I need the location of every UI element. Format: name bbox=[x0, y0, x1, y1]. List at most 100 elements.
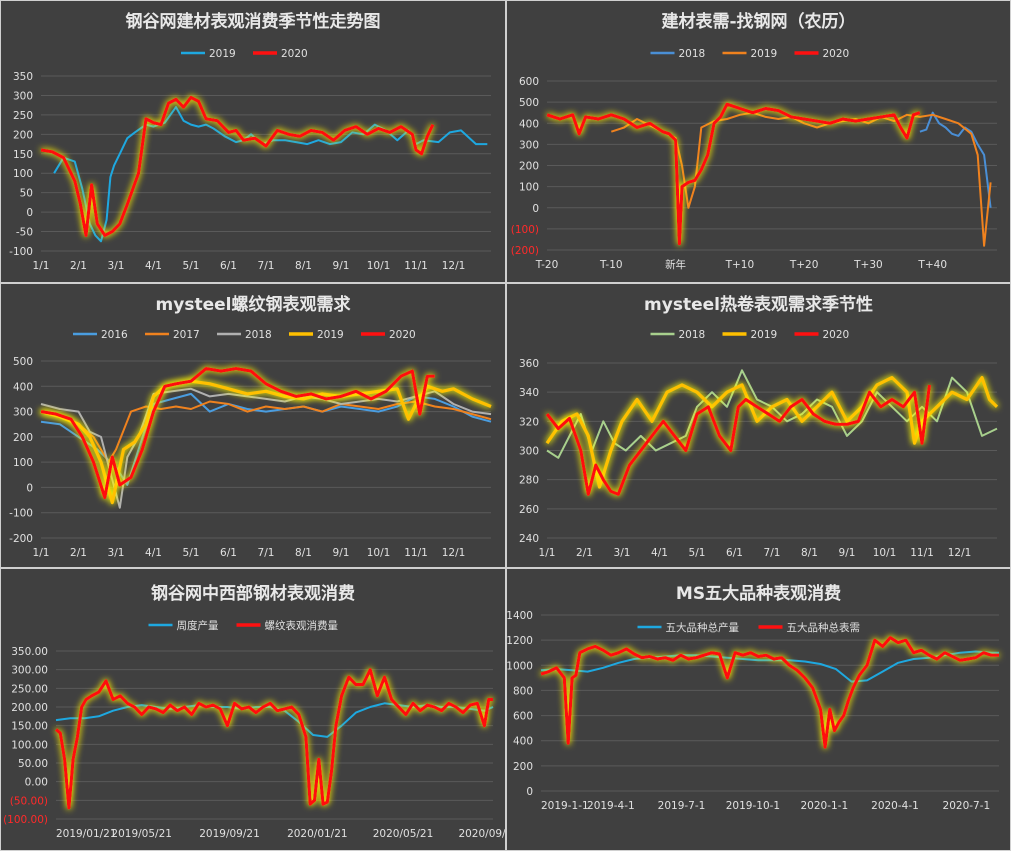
legend-item-2: 2020 bbox=[794, 329, 850, 341]
legend-item-0: 五大品种总产量 bbox=[637, 621, 740, 634]
x-tick-label: 2019-10-1 bbox=[726, 800, 780, 812]
y-tick-label: 200 bbox=[513, 761, 533, 773]
series-line-1 bbox=[40, 95, 435, 237]
chart-panel-zhaogang-lunar: 建材表需-找钢网（农历） 2018 2019 2020 (200) (100) 0 100 20… bbox=[506, 0, 1011, 283]
legend-label: 2020 bbox=[281, 48, 308, 60]
x-tick-label: 12/1 bbox=[442, 547, 466, 559]
series-line-1 bbox=[54, 668, 493, 810]
x-tick-label: 6/1 bbox=[726, 547, 743, 559]
y-tick-label: 200 bbox=[13, 129, 33, 141]
x-tick-label: 4/1 bbox=[145, 260, 162, 272]
y-tick-label: 250.00 bbox=[11, 683, 48, 695]
legend-item-3: 2019 bbox=[289, 329, 344, 341]
legend-item-1: 五大品种总表需 bbox=[758, 621, 861, 634]
y-tick-label: 300 bbox=[13, 90, 33, 102]
y-tick-label: 250 bbox=[13, 110, 33, 122]
x-tick-label: 1/1 bbox=[33, 260, 50, 272]
x-tick-label: 2020-7-1 bbox=[943, 800, 991, 812]
x-tick-label: 4/1 bbox=[651, 547, 668, 559]
x-tick-label: 5/1 bbox=[689, 547, 706, 559]
legend-item-4: 2020 bbox=[361, 329, 416, 341]
y-tick-label: -200 bbox=[9, 533, 33, 545]
legend-label: 2019 bbox=[751, 329, 778, 341]
y-tick-label: 400 bbox=[519, 118, 539, 130]
x-tick-label: 2/1 bbox=[70, 547, 87, 559]
y-tick-label: 1400 bbox=[507, 610, 533, 622]
x-tick-label: 8/1 bbox=[295, 547, 312, 559]
chart-title: 建材表需-找钢网（农历） bbox=[661, 11, 855, 32]
chart-title: 钢谷网建材表观消费季节性走势图 bbox=[126, 11, 381, 32]
series-line-4 bbox=[40, 366, 435, 500]
x-tick-label: 10/1 bbox=[873, 547, 897, 559]
x-tick-label: 11/1 bbox=[404, 260, 428, 272]
legend-label: 2019 bbox=[209, 48, 236, 60]
x-tick-label: T-10 bbox=[599, 259, 623, 271]
y-tick-label: 0 bbox=[532, 203, 539, 215]
y-tick-label: 500 bbox=[519, 97, 539, 109]
chart-title: mysteel螺纹钢表观需求 bbox=[156, 294, 351, 315]
chart-title: mysteel热卷表观需求季节性 bbox=[644, 294, 873, 315]
y-tick-label: 0 bbox=[26, 207, 33, 219]
y-tick-label: 260 bbox=[519, 504, 539, 516]
y-tick-label: 500 bbox=[13, 356, 33, 368]
series-line-3 bbox=[40, 379, 492, 505]
legend-label: 2018 bbox=[245, 329, 272, 341]
y-tick-label: 300 bbox=[13, 407, 33, 419]
series-line-2 bbox=[546, 102, 921, 246]
y-tick-label: (100) bbox=[511, 224, 539, 236]
x-tick-label: 4/1 bbox=[145, 547, 162, 559]
y-tick-label: 300.00 bbox=[11, 665, 48, 677]
x-tick-label: T+20 bbox=[789, 259, 819, 271]
x-tick-label: 9/1 bbox=[333, 547, 350, 559]
y-tick-label: 360 bbox=[519, 358, 539, 370]
legend-item-0: 2019 bbox=[181, 48, 236, 60]
y-tick-label: -100 bbox=[9, 508, 33, 520]
x-tick-label: 1/1 bbox=[539, 547, 556, 559]
x-tick-label: 7/1 bbox=[258, 547, 275, 559]
legend-label: 2020 bbox=[823, 48, 850, 60]
y-tick-label: -50 bbox=[16, 227, 33, 239]
legend-label: 2020 bbox=[823, 329, 850, 341]
x-tick-label: 2020/09/21 bbox=[458, 828, 505, 840]
legend-item-2: 2018 bbox=[217, 329, 272, 341]
x-tick-label: T-20 bbox=[535, 259, 559, 271]
y-tick-label: 280 bbox=[519, 475, 539, 487]
y-tick-label: 100 bbox=[13, 168, 33, 180]
y-tick-label: 400 bbox=[13, 381, 33, 393]
y-tick-label: 50 bbox=[20, 188, 33, 200]
x-tick-label: 2019-7-1 bbox=[658, 800, 706, 812]
y-tick-label: 340 bbox=[519, 387, 539, 399]
x-tick-label: 3/1 bbox=[108, 547, 125, 559]
x-tick-label: T+10 bbox=[725, 259, 755, 271]
x-tick-label: 11/1 bbox=[404, 547, 428, 559]
legend-label: 螺纹表观消费量 bbox=[265, 619, 339, 632]
x-tick-label: 2019/09/21 bbox=[199, 828, 260, 840]
legend-item-1: 2017 bbox=[145, 329, 200, 341]
x-tick-label: 6/1 bbox=[220, 260, 237, 272]
x-tick-label: 2020-4-1 bbox=[871, 800, 919, 812]
chart-panel-steel-valley-building-consumption: 钢谷网建材表观消费季节性走势图 2019 2020 -100 -50 0 50 100 150 2… bbox=[0, 0, 506, 283]
series-line-1 bbox=[610, 111, 992, 247]
series-line-1 bbox=[40, 400, 492, 464]
x-tick-label: 7/1 bbox=[258, 260, 275, 272]
legend-item-1: 螺纹表观消费量 bbox=[236, 619, 339, 632]
y-tick-label: 50.00 bbox=[18, 758, 48, 770]
x-tick-label: 3/1 bbox=[614, 547, 631, 559]
y-tick-label: (100.00) bbox=[3, 814, 48, 826]
legend-label: 五大品种总表需 bbox=[787, 621, 861, 634]
y-tick-label: 0.00 bbox=[25, 777, 48, 789]
legend-label: 2020 bbox=[389, 329, 416, 341]
chart-3: mysteel热卷表观需求季节性 2018 2019 2020 240 260 280 300… bbox=[519, 294, 999, 559]
y-tick-label: 1000 bbox=[507, 660, 533, 672]
x-tick-label: 11/1 bbox=[910, 547, 934, 559]
series-line-0 bbox=[53, 106, 488, 243]
y-tick-label: 150.00 bbox=[11, 721, 48, 733]
legend-label: 五大品种总产量 bbox=[666, 621, 740, 634]
y-tick-label: 0 bbox=[526, 786, 533, 798]
legend-label: 2018 bbox=[679, 48, 706, 60]
y-tick-label: (200) bbox=[511, 245, 539, 257]
y-tick-label: 0 bbox=[26, 482, 33, 494]
x-tick-label: T+40 bbox=[917, 259, 947, 271]
